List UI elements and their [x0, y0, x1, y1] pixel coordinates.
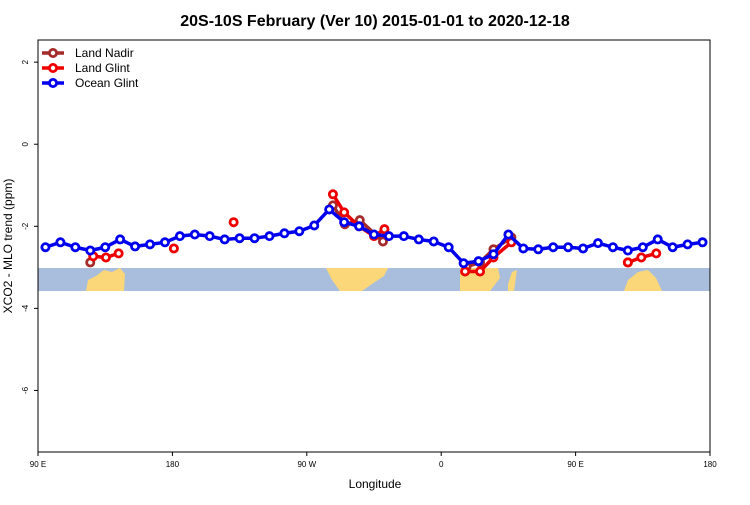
x-tick-label: 90 E	[30, 460, 46, 469]
point	[667, 242, 678, 253]
point	[174, 231, 185, 242]
point	[189, 229, 200, 240]
point	[279, 228, 290, 239]
y-tick-label: -2	[21, 222, 30, 230]
point	[100, 252, 111, 263]
point	[264, 231, 275, 242]
plot-frame	[37, 39, 711, 453]
point	[563, 242, 574, 253]
x-tick-label: 90 W	[297, 460, 316, 469]
point	[637, 242, 648, 253]
point	[473, 256, 484, 267]
point	[377, 236, 388, 247]
y-tick-label: -6	[21, 386, 30, 394]
point	[697, 237, 708, 248]
point	[503, 229, 514, 240]
x-tick-label: 90 E	[567, 460, 583, 469]
point	[398, 231, 409, 242]
point	[228, 217, 239, 228]
point	[622, 245, 633, 256]
point	[533, 244, 544, 255]
x-axis-label: Longitude	[349, 477, 402, 491]
point	[130, 241, 141, 252]
point	[428, 236, 439, 247]
point	[168, 243, 179, 254]
point	[518, 243, 529, 254]
point	[488, 249, 499, 260]
y-tick-label: 0	[21, 141, 30, 146]
point	[113, 248, 124, 259]
point	[70, 242, 81, 253]
point	[144, 239, 155, 250]
point	[622, 257, 633, 268]
point	[339, 217, 350, 228]
y-tick-label: 2	[21, 59, 30, 64]
point	[607, 242, 618, 253]
point	[593, 238, 604, 249]
point	[204, 231, 215, 242]
point	[458, 258, 469, 269]
y-tick-label: -4	[21, 304, 30, 312]
point	[115, 234, 126, 245]
legend-label: Land Nadir	[75, 46, 134, 60]
point	[339, 207, 350, 218]
point	[379, 224, 390, 235]
point	[234, 233, 245, 244]
point	[85, 245, 96, 256]
legend-marker	[48, 63, 59, 74]
point	[548, 242, 559, 253]
point	[55, 237, 66, 248]
y-axis-label: XCO2 - MLO trend (ppm)	[1, 179, 15, 314]
point	[460, 266, 471, 277]
point	[636, 252, 647, 263]
x-tick-label: 180	[703, 460, 717, 469]
point	[413, 234, 424, 245]
point	[383, 231, 394, 242]
point	[651, 248, 662, 259]
point	[159, 237, 170, 248]
point	[219, 234, 230, 245]
point	[40, 242, 51, 253]
legend-label: Ocean Glint	[75, 76, 139, 90]
x-tick-label: 180	[166, 460, 180, 469]
point	[100, 242, 111, 253]
point	[294, 226, 305, 237]
land-ocean-strip	[38, 268, 710, 291]
point	[354, 221, 365, 232]
point	[682, 239, 693, 250]
chart-title: 20S-10S February (Ver 10) 2015-01-01 to …	[180, 13, 570, 30]
point	[249, 233, 260, 244]
point	[309, 220, 320, 231]
x-tick-label: 0	[439, 460, 444, 469]
point	[475, 266, 486, 277]
legend-label: Land Glint	[75, 61, 130, 75]
legend-marker	[48, 48, 59, 59]
legend-marker	[48, 78, 59, 89]
point	[327, 189, 338, 200]
point	[578, 243, 589, 254]
point	[652, 234, 663, 245]
point	[324, 204, 335, 215]
point	[368, 229, 379, 240]
point	[443, 242, 454, 253]
